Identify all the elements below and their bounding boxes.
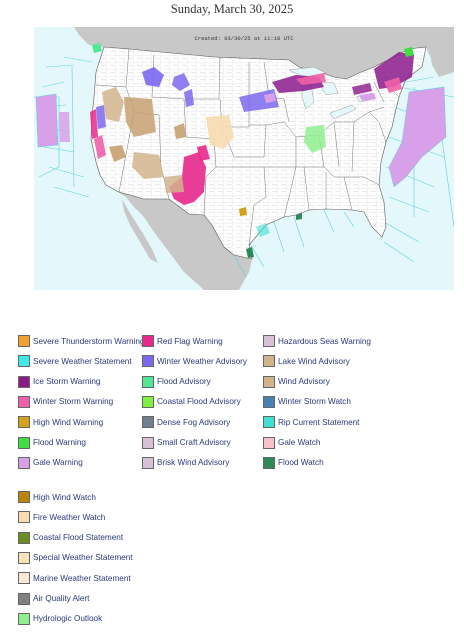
legend-swatch	[263, 436, 275, 449]
legend-swatch	[263, 375, 275, 388]
legend-swatch	[18, 531, 30, 544]
legend-label: Severe Thunderstorm Warning	[33, 336, 145, 346]
legend-item: Rip Current Statement	[263, 415, 359, 429]
legend-label: Air Quality Alert	[33, 594, 90, 603]
legend-swatch	[18, 592, 30, 605]
legend-item: Red Flag Warning	[142, 334, 223, 348]
legend-swatch	[18, 436, 30, 449]
legend-label: Lake Wind Advisory	[278, 356, 350, 366]
legend-label: Flood Warning	[33, 438, 86, 447]
legend-swatch	[18, 612, 30, 625]
legend-label: Winter Storm Watch	[278, 397, 351, 407]
legend-item: Dense Fog Advisory	[142, 415, 230, 429]
legend-item: Brisk Wind Advisory	[142, 456, 229, 470]
legend-item: Marine Weather Statement	[18, 571, 131, 585]
legend-item: Air Quality Alert	[18, 592, 89, 606]
legend-label: Dense Fog Advisory	[157, 417, 231, 427]
legend-swatch	[18, 395, 30, 408]
legend-swatch	[142, 395, 154, 408]
legend-item: Hazardous Seas Warning	[263, 334, 371, 348]
mexico-land	[106, 185, 252, 290]
legend-item: Coastal Flood Advisory	[142, 395, 241, 409]
alert-polygons	[90, 43, 414, 258]
legend-swatch	[142, 416, 154, 429]
legend-item: Winter Storm Warning	[18, 395, 113, 409]
legend-item: Flood Warning	[18, 436, 86, 450]
map-created-timestamp: Created: 03/30/25 at 11:18 UTC	[194, 35, 294, 42]
page-title: Sunday, March 30, 2025	[170, 2, 294, 16]
legend-label: Marine Weather Statement	[33, 573, 131, 583]
legend-swatch	[18, 491, 30, 503]
legend-item: Hydrologic Outlook	[18, 612, 102, 626]
legend-swatch	[263, 355, 275, 368]
legend-swatch	[142, 436, 154, 449]
legend-swatch	[263, 335, 275, 347]
legend-swatch	[142, 335, 154, 347]
legend-swatch	[18, 572, 30, 585]
legend-swatch	[18, 416, 30, 429]
legend-swatch	[263, 395, 275, 408]
atlantic-gale-zone	[388, 86, 447, 188]
legend-label: Small Craft Advisory	[157, 438, 231, 447]
legend-label: Gale Warning	[33, 458, 83, 468]
legend-swatch	[18, 375, 30, 388]
pacific-gale-zone	[35, 93, 59, 148]
legend-label: Winter Storm Warning	[33, 397, 114, 407]
legend-item: Severe Thunderstorm Warning	[18, 334, 145, 348]
legend-item: Gale Warning	[18, 456, 83, 470]
legend-item: Winter Weather Advisory	[142, 354, 247, 368]
legend-label: Hazardous Seas Warning	[278, 336, 371, 346]
legend-label: Winter Weather Advisory	[157, 356, 247, 366]
legend-label: Gale Watch	[278, 438, 321, 447]
legend-label: Flood Watch	[278, 458, 324, 468]
legend-label: Fire Weather Watch	[33, 512, 106, 522]
legend-swatch	[18, 456, 30, 469]
legend-label: Special Weather Statement	[33, 553, 133, 563]
legend-label: High Wind Watch	[33, 492, 96, 502]
legend-item: Severe Weather Statement	[18, 354, 132, 368]
legend-label: Severe Weather Statement	[33, 356, 132, 366]
legend-item: Flood Advisory	[142, 375, 211, 389]
canada-land	[74, 27, 454, 79]
legend-item: Flood Watch	[263, 456, 324, 470]
legend-label: Flood Advisory	[157, 377, 211, 387]
weather-alert-map[interactable]: Created: 03/30/25 at 11:18 UTC	[34, 27, 454, 290]
legend-swatch	[18, 335, 30, 347]
legend-label: Brisk Wind Advisory	[157, 458, 230, 468]
pacific-coastal-zone	[59, 112, 70, 142]
legend-item: Winter Storm Watch	[263, 395, 351, 409]
legend-swatch	[142, 375, 154, 388]
baja-land	[122, 199, 158, 263]
legend-label: Ice Storm Warning	[33, 377, 101, 387]
legend-item: Special Weather Statement	[18, 551, 133, 565]
legend-swatch	[263, 456, 275, 469]
legend-item: Coastal Flood Statement	[18, 531, 123, 545]
legend-item: Small Craft Advisory	[142, 436, 231, 450]
legend-swatch	[142, 456, 154, 469]
maritimes-land	[429, 42, 454, 77]
legend-item: High Wind Watch	[18, 490, 96, 504]
legend-swatch	[18, 511, 30, 524]
legend-item: Wind Advisory	[263, 375, 330, 389]
legend-label: Rip Current Statement	[278, 417, 360, 427]
us-map-svg	[34, 27, 454, 290]
legend-swatch	[18, 355, 30, 368]
legend-label: High Wind Warning	[33, 417, 104, 427]
legend-label: Coastal Flood Advisory	[157, 397, 241, 407]
legend-item: Lake Wind Advisory	[263, 354, 350, 368]
legend-label: Wind Advisory	[278, 377, 330, 387]
legend-item: Fire Weather Watch	[18, 510, 105, 524]
legend-label: Red Flag Warning	[157, 336, 223, 346]
legend-swatch	[18, 551, 30, 564]
legend-label: Hydrologic Outlook	[33, 614, 103, 624]
legend-swatch	[263, 416, 275, 429]
legend-item: High Wind Warning	[18, 415, 103, 429]
legend-item: Gale Watch	[263, 436, 320, 450]
legend-item: Ice Storm Warning	[18, 375, 101, 389]
legend-swatch	[142, 355, 154, 368]
legend-label: Coastal Flood Statement	[33, 533, 124, 543]
